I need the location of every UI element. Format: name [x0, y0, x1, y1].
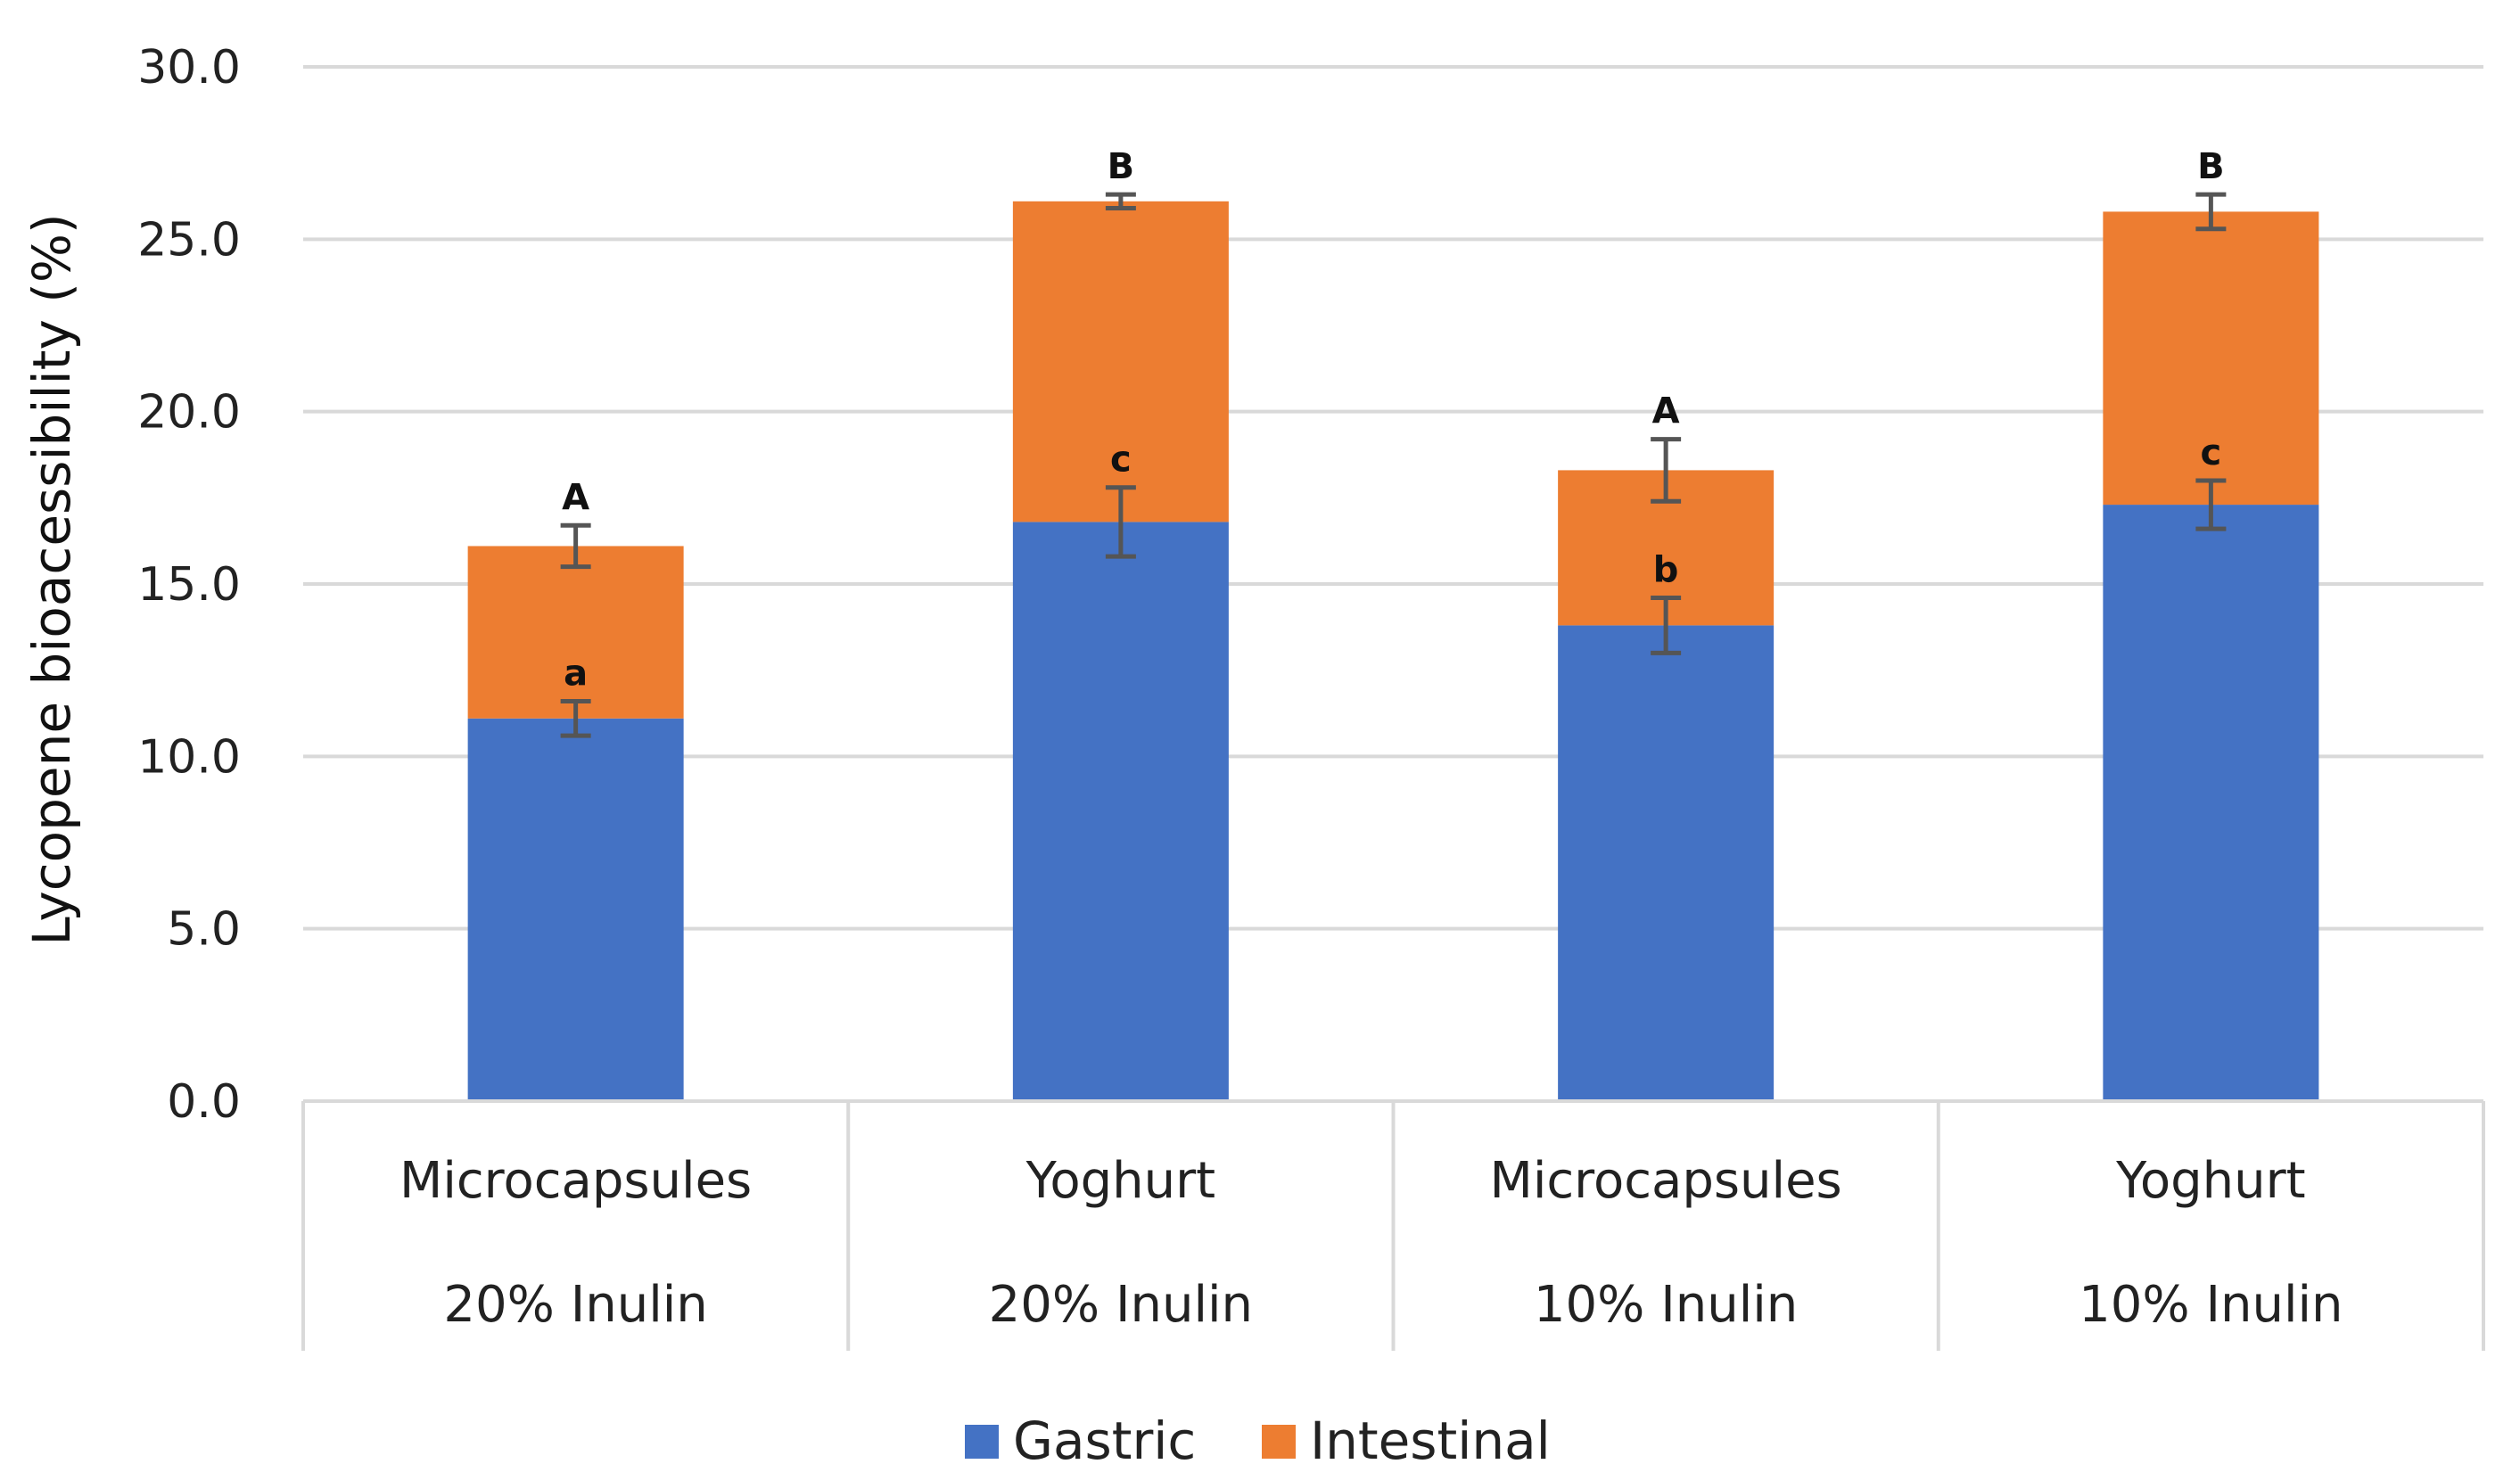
y-tick-label: 15.0	[137, 558, 241, 612]
category-label-line1: Microcapsules	[399, 1152, 752, 1210]
significance-label: B	[2197, 146, 2225, 187]
error-bar-gastric-1	[1105, 485, 1136, 559]
error-bar-gastric-3	[2195, 478, 2227, 531]
bar-gastric-0	[467, 718, 684, 1101]
significance-labels: a c b c A B A B	[562, 146, 2224, 694]
significance-label: A	[1652, 391, 1680, 432]
error-bar-intestinal-0	[560, 522, 591, 570]
category-label-line1: Yoghurt	[2115, 1152, 2306, 1210]
y-axis-label: Lycopene bioacessibility (%)	[21, 213, 82, 945]
category-label-line1: Yoghurt	[1025, 1152, 1216, 1210]
bar-gastric-2	[1558, 625, 1775, 1101]
x-axis-categories: Microcapsules 20% Inulin Yoghurt 20% Inulin…	[399, 1152, 2343, 1334]
category-label-line2: 10% Inulin	[1534, 1276, 1798, 1334]
error-bar-gastric-0	[560, 698, 591, 738]
error-bar-gastric-2	[1651, 595, 1682, 655]
bar-intestinal-0	[467, 546, 684, 719]
significance-label: B	[1108, 146, 1135, 187]
legend-label-gastric: Gastric	[1013, 1411, 1196, 1464]
bar-intestinal-3	[2103, 211, 2319, 506]
error-bars	[560, 192, 2227, 738]
significance-label: c	[1110, 440, 1132, 481]
error-bar-intestinal-1	[1105, 192, 1136, 211]
y-tick-label: 20.0	[137, 386, 241, 440]
y-tick-label: 0.0	[167, 1075, 241, 1129]
category-label-line1: Microcapsules	[1490, 1152, 1842, 1210]
significance-label: A	[562, 477, 589, 518]
y-axis-ticks: 0.0 5.0 10.0 15.0 20.0 25.0 30.0	[137, 41, 241, 1129]
legend-swatch-intestinal	[1262, 1425, 1296, 1459]
legend-label-intestinal: Intestinal	[1310, 1411, 1551, 1464]
category-label-line2: 20% Inulin	[989, 1276, 1253, 1334]
x-axis	[301, 1099, 2485, 1351]
bar-gastric-1	[1012, 522, 1229, 1101]
significance-label: a	[564, 653, 588, 694]
category-label-line2: 20% Inulin	[443, 1276, 707, 1334]
y-tick-label: 30.0	[137, 41, 241, 95]
bars	[467, 201, 2319, 1101]
legend-swatch-gastric	[965, 1425, 999, 1459]
y-tick-label: 25.0	[137, 213, 241, 267]
bar-intestinal-1	[1012, 201, 1229, 522]
y-tick-label: 5.0	[167, 903, 241, 957]
category-label-line2: 10% Inulin	[2079, 1276, 2343, 1334]
significance-label: b	[1653, 549, 1679, 590]
error-bar-intestinal-2	[1651, 437, 1682, 504]
significance-label: c	[2201, 432, 2222, 473]
bar-gastric-3	[2103, 505, 2319, 1101]
error-bar-intestinal-3	[2195, 192, 2227, 232]
y-tick-label: 10.0	[137, 730, 241, 784]
legend: Gastric Intestinal	[965, 1411, 1551, 1464]
